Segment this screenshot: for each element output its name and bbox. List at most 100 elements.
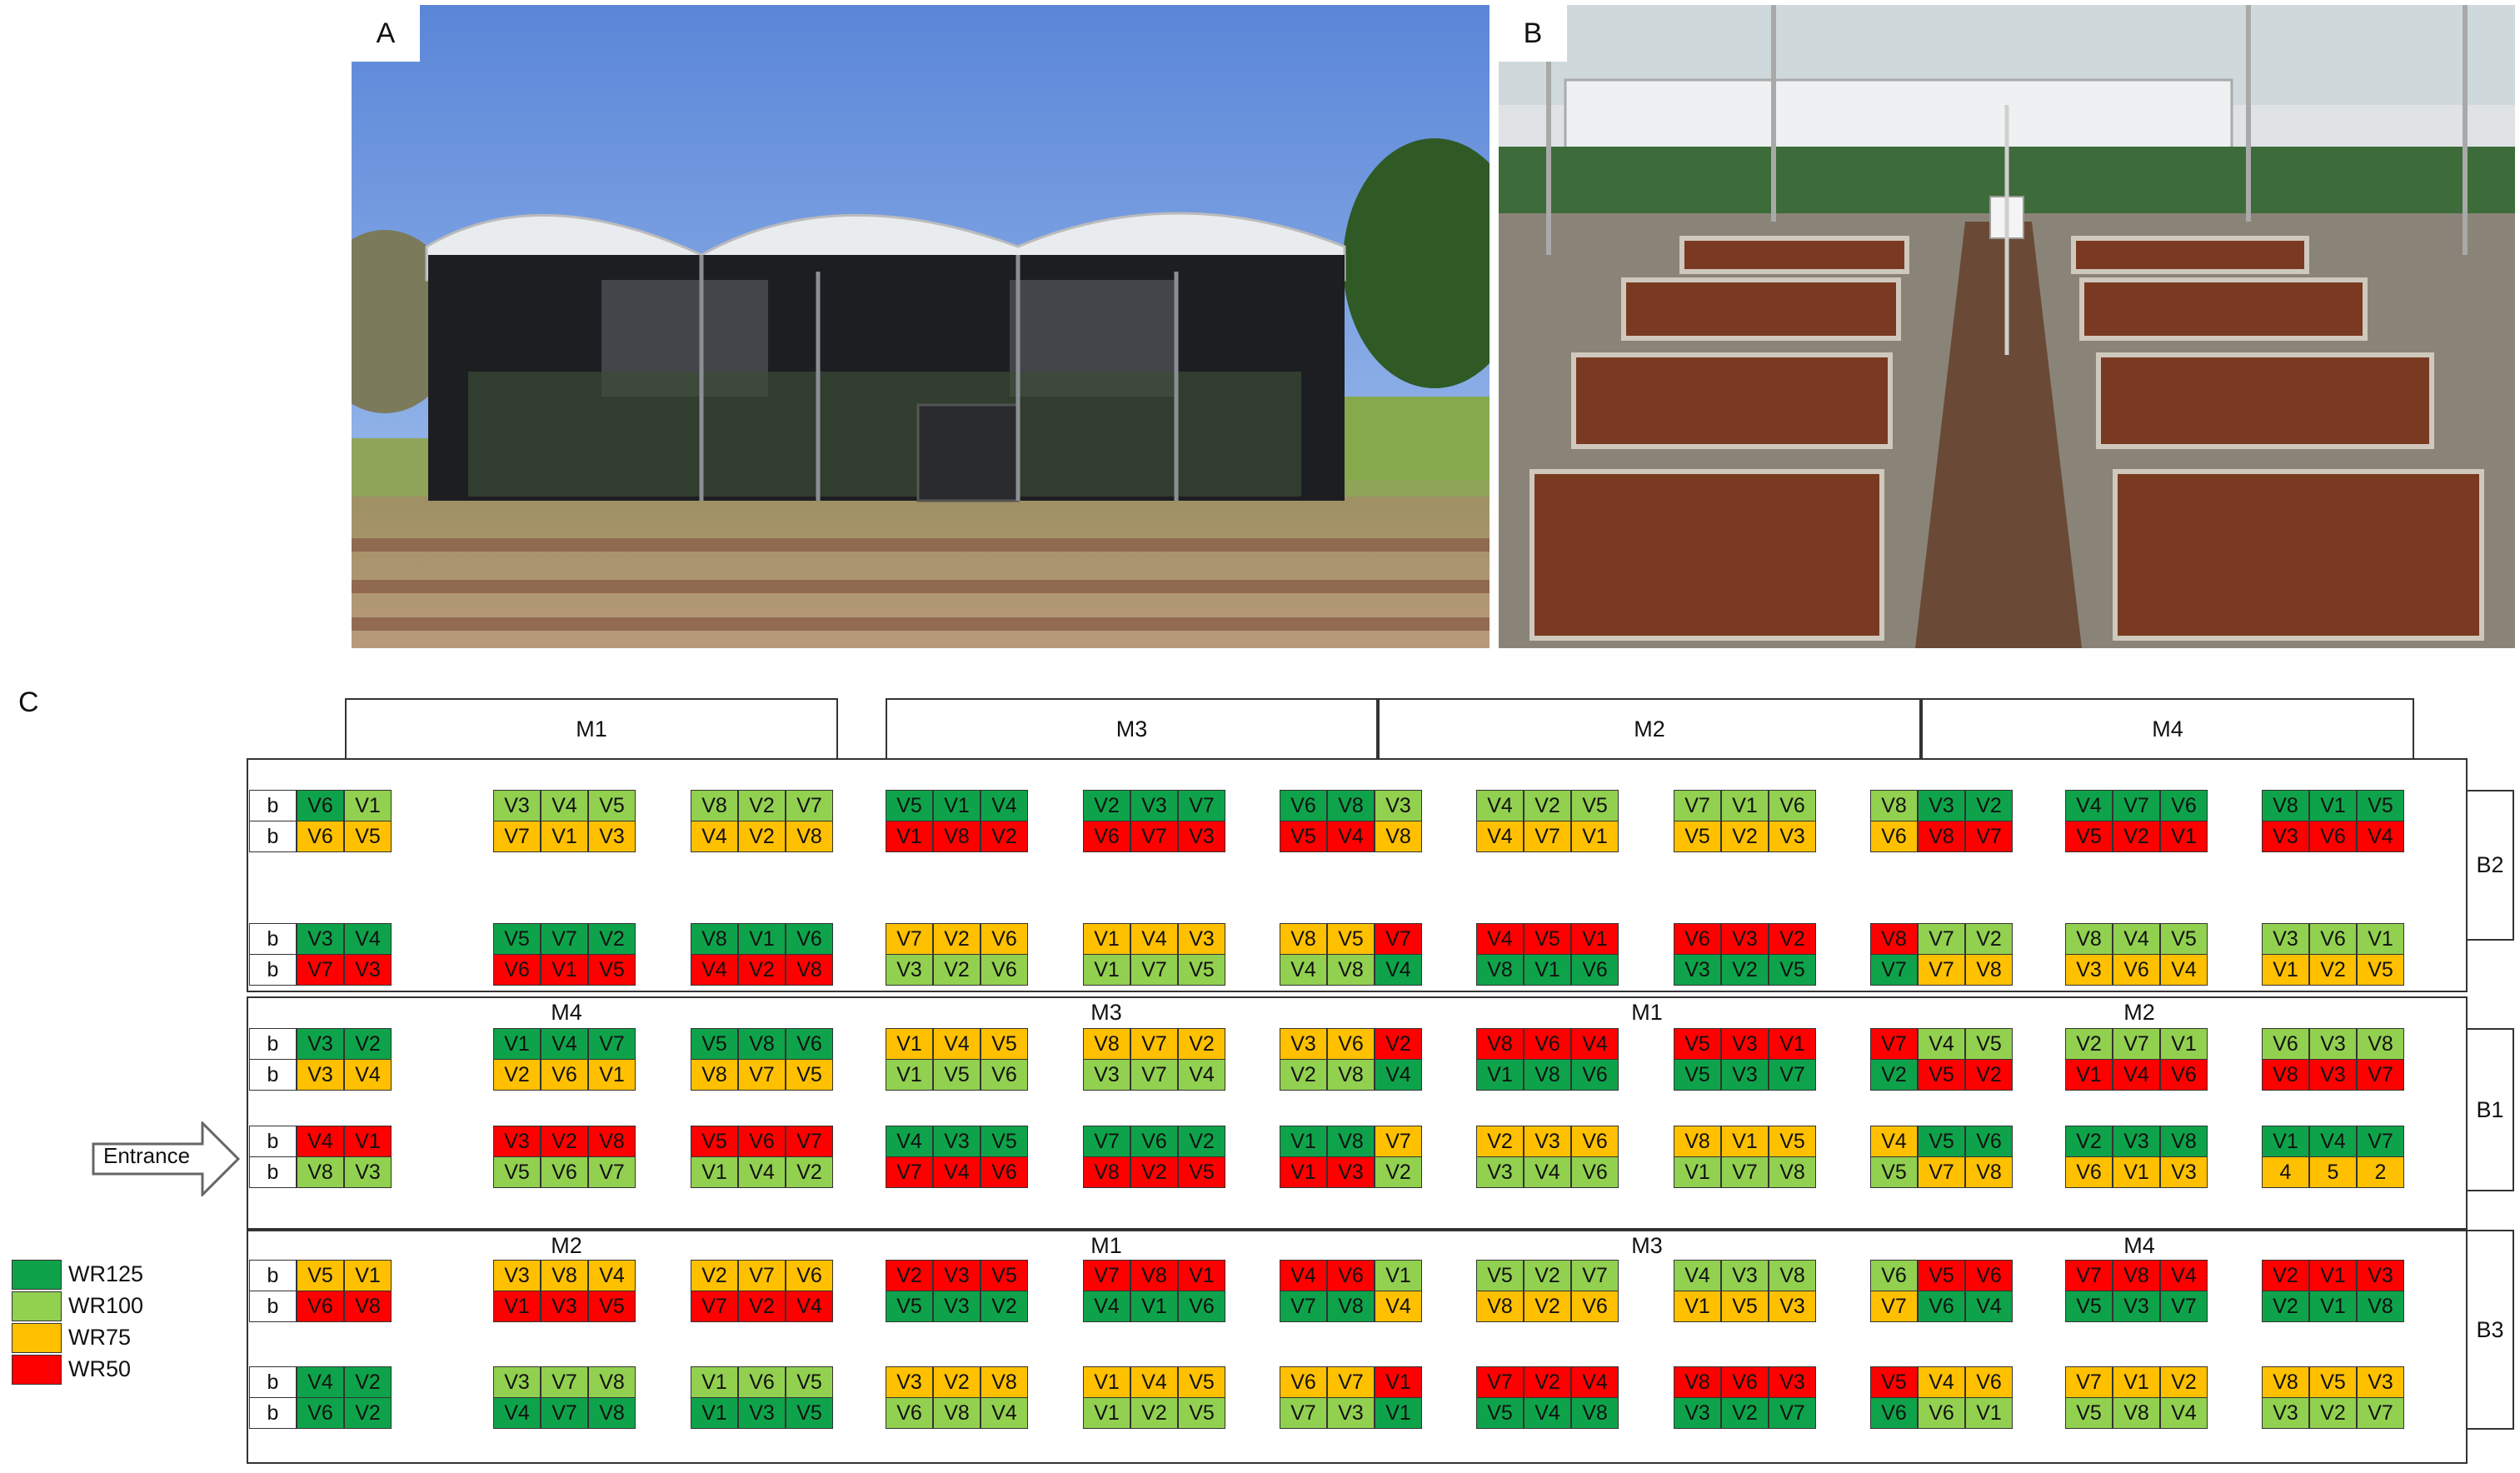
plot-cell: V6 [1280, 1366, 1327, 1398]
plot-cell: V3 [2262, 923, 2309, 955]
plot-cell: V1 [1178, 1260, 1225, 1291]
border-plot-cell: b [249, 1028, 297, 1060]
plot-cell: V8 [1476, 954, 1524, 986]
plot-cell: V4 [1571, 1366, 1619, 1398]
photo-greenhouse-exterior: A [352, 5, 1490, 648]
entrance-label: Entrance [103, 1143, 191, 1168]
plot-cell: V5 [1178, 1366, 1225, 1398]
plot-cell: V5 [1674, 821, 1721, 852]
plot-cell: V5 [297, 1260, 344, 1291]
plot-cell: V1 [588, 1059, 636, 1091]
plot-cell: V7 [886, 1156, 933, 1188]
plot-cell: V7 [1769, 1059, 1816, 1091]
plot-cell: V3 [1178, 923, 1225, 955]
plot-cell: V1 [2065, 1059, 2113, 1091]
plot-cell: V5 [344, 821, 392, 852]
plot-cell: V7 [1721, 1156, 1769, 1188]
plot-cell: V4 [738, 1156, 786, 1188]
plot-cell: V2 [738, 790, 786, 821]
plot-cell: V8 [1083, 1156, 1130, 1188]
plot-cell: V8 [1327, 1126, 1375, 1157]
plot-cell: V5 [2357, 790, 2404, 821]
border-plot-cell: b [249, 1397, 297, 1429]
plot-cell: V1 [1280, 1156, 1327, 1188]
block-label-b1: B1 [2468, 1028, 2514, 1191]
plot-cell: V5 [2065, 821, 2113, 852]
plot-cell: V1 [1375, 1397, 1422, 1429]
plot-cell: V7 [2160, 1291, 2208, 1322]
plot-cell: V7 [493, 821, 541, 852]
plot-cell: V5 [1280, 821, 1327, 852]
border-plot-cell: b [249, 923, 297, 955]
legend-label-wr125: WR125 [68, 1261, 144, 1286]
plot-cell: V6 [1965, 1126, 2013, 1157]
plot-cell: V3 [933, 1260, 981, 1291]
plot-cell: V7 [541, 1397, 588, 1429]
plot-cell: V2 [2309, 954, 2357, 986]
plot-cell: V1 [886, 1028, 933, 1060]
plot-cell: V8 [1965, 1156, 2013, 1188]
plot-cell: V7 [2357, 1397, 2404, 1429]
plot-cell: V1 [886, 1059, 933, 1091]
plot-cell: V4 [1476, 790, 1524, 821]
plot-cell: V8 [2065, 923, 2113, 955]
plot-cell: V6 [541, 1156, 588, 1188]
plot-cell: V2 [1965, 1059, 2013, 1091]
plot-cell: V4 [1674, 1260, 1721, 1291]
plot-cell: V6 [1721, 1366, 1769, 1398]
plot-cell: V8 [786, 821, 833, 852]
plot-cell: V7 [1918, 954, 1965, 986]
plot-cell: V5 [1918, 1126, 1965, 1157]
plot-cell: V3 [1769, 1366, 1816, 1398]
plot-cell: V6 [1327, 1028, 1375, 1060]
plot-cell: V5 [981, 1028, 1028, 1060]
main-plot-header-m4: M4 [1921, 698, 2414, 759]
border-plot-cell: b [249, 1260, 297, 1291]
plot-cell: V8 [1571, 1397, 1619, 1429]
plot-cell: V4 [1476, 923, 1524, 955]
plot-cell: V1 [2309, 1291, 2357, 1322]
plot-cell: V8 [1674, 1126, 1721, 1157]
plot-cell: V8 [738, 1028, 786, 1060]
plot-cell: V4 [786, 1291, 833, 1322]
legend-label-wr100: WR100 [68, 1293, 144, 1318]
plot-cell: V7 [2113, 1028, 2160, 1060]
plot-cell: V2 [1721, 954, 1769, 986]
plot-cell: V5 [1178, 954, 1225, 986]
plot-cell: V4 [2113, 923, 2160, 955]
plot-cell: V6 [493, 954, 541, 986]
plot-cell: V4 [2160, 1397, 2208, 1429]
plot-cell: V2 [786, 1156, 833, 1188]
panel-label-c: C [18, 687, 39, 718]
plot-cell: V1 [1375, 1260, 1422, 1291]
plot-cell: V5 [588, 954, 636, 986]
plot-cell: V5 [1769, 1126, 1816, 1157]
plot-cell: V6 [1130, 1126, 1178, 1157]
plot-cell: V2 [2113, 821, 2160, 852]
plot-cell: V5 [1721, 1291, 1769, 1322]
plot-cell: V5 [1870, 1156, 1918, 1188]
plot-cell: V8 [2113, 1260, 2160, 1291]
plot-cell: 4 [2262, 1156, 2309, 1188]
main-plot-label-b3-m3: M3 [1631, 1233, 1663, 1258]
plot-cell: V4 [1280, 1260, 1327, 1291]
plot-cell: V8 [1918, 821, 1965, 852]
block-frame-b2 [247, 758, 2468, 992]
plot-cell: V5 [2357, 954, 2404, 986]
border-plot-cell: b [249, 1059, 297, 1091]
plot-cell: V7 [1870, 1291, 1918, 1322]
plot-cell: V4 [1280, 954, 1327, 986]
panel-label-b: B [1499, 5, 1567, 62]
plot-cell: V5 [588, 790, 636, 821]
plot-cell: V5 [588, 1291, 636, 1322]
plot-cell: V4 [1524, 1156, 1571, 1188]
plot-cell: V8 [1476, 1291, 1524, 1322]
plot-cell: V2 [691, 1260, 738, 1291]
legend-label-wr50: WR50 [68, 1356, 132, 1381]
plot-cell: V1 [1965, 1397, 2013, 1429]
main-plot-label-b3-m1: M1 [1090, 1233, 1122, 1258]
plot-cell: V2 [1130, 1397, 1178, 1429]
legend-swatch-wr125 [12, 1260, 62, 1290]
plot-cell: V3 [1280, 1028, 1327, 1060]
plot-cell: V1 [886, 821, 933, 852]
